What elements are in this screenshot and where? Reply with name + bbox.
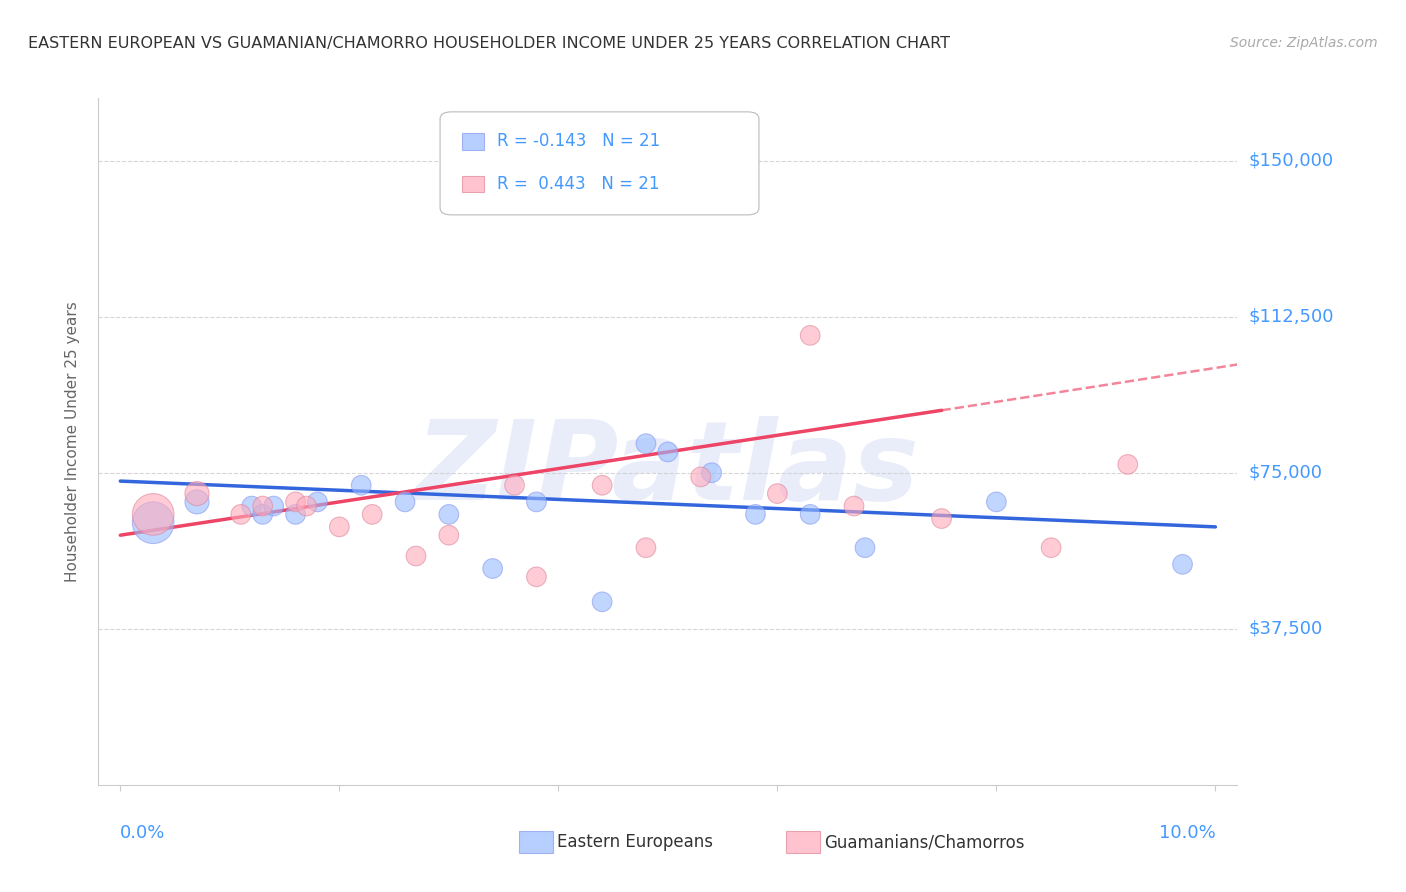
- Point: [986, 495, 1008, 509]
- Point: [350, 478, 373, 492]
- Text: $150,000: $150,000: [1249, 152, 1333, 169]
- Point: [263, 499, 285, 513]
- Point: [1040, 541, 1063, 555]
- Point: [252, 508, 274, 522]
- Text: R =  0.443   N = 21: R = 0.443 N = 21: [498, 175, 659, 193]
- Point: [634, 436, 657, 450]
- Text: 10.0%: 10.0%: [1159, 824, 1215, 842]
- Point: [252, 499, 274, 513]
- Point: [437, 528, 460, 542]
- Point: [853, 541, 876, 555]
- Point: [766, 486, 789, 500]
- FancyBboxPatch shape: [440, 112, 759, 215]
- Point: [689, 470, 711, 484]
- FancyBboxPatch shape: [461, 176, 484, 192]
- Text: $37,500: $37,500: [1249, 620, 1323, 638]
- Point: [799, 508, 821, 522]
- Point: [394, 495, 416, 509]
- Point: [744, 508, 766, 522]
- Point: [591, 478, 613, 492]
- Text: Guamanians/Chamorros: Guamanians/Chamorros: [824, 833, 1025, 851]
- Point: [295, 499, 318, 513]
- Point: [503, 478, 526, 492]
- Point: [1171, 558, 1194, 572]
- Point: [700, 466, 723, 480]
- Y-axis label: Householder Income Under 25 years: Householder Income Under 25 years: [65, 301, 80, 582]
- Point: [142, 508, 165, 522]
- Point: [591, 595, 613, 609]
- Point: [142, 516, 165, 530]
- Point: [657, 445, 679, 459]
- Text: 0.0%: 0.0%: [121, 824, 166, 842]
- Point: [931, 511, 953, 525]
- Point: [240, 499, 263, 513]
- Point: [481, 561, 503, 575]
- Text: ZIPatlas: ZIPatlas: [416, 416, 920, 523]
- Point: [526, 495, 548, 509]
- Point: [361, 508, 384, 522]
- Text: Source: ZipAtlas.com: Source: ZipAtlas.com: [1230, 36, 1378, 50]
- Point: [229, 508, 252, 522]
- Point: [1116, 458, 1139, 472]
- Text: $75,000: $75,000: [1249, 464, 1323, 482]
- Point: [799, 328, 821, 343]
- Point: [437, 508, 460, 522]
- Point: [307, 495, 329, 509]
- Point: [284, 495, 307, 509]
- Text: EASTERN EUROPEAN VS GUAMANIAN/CHAMORRO HOUSEHOLDER INCOME UNDER 25 YEARS CORRELA: EASTERN EUROPEAN VS GUAMANIAN/CHAMORRO H…: [28, 36, 950, 51]
- Text: R = -0.143   N = 21: R = -0.143 N = 21: [498, 132, 661, 151]
- Text: Eastern Europeans: Eastern Europeans: [557, 833, 713, 851]
- Point: [526, 570, 548, 584]
- FancyBboxPatch shape: [461, 133, 484, 150]
- Point: [842, 499, 865, 513]
- Point: [634, 541, 657, 555]
- Point: [284, 508, 307, 522]
- Point: [186, 486, 208, 500]
- Point: [186, 495, 208, 509]
- Text: $112,500: $112,500: [1249, 308, 1334, 326]
- Point: [328, 520, 350, 534]
- Point: [405, 549, 427, 563]
